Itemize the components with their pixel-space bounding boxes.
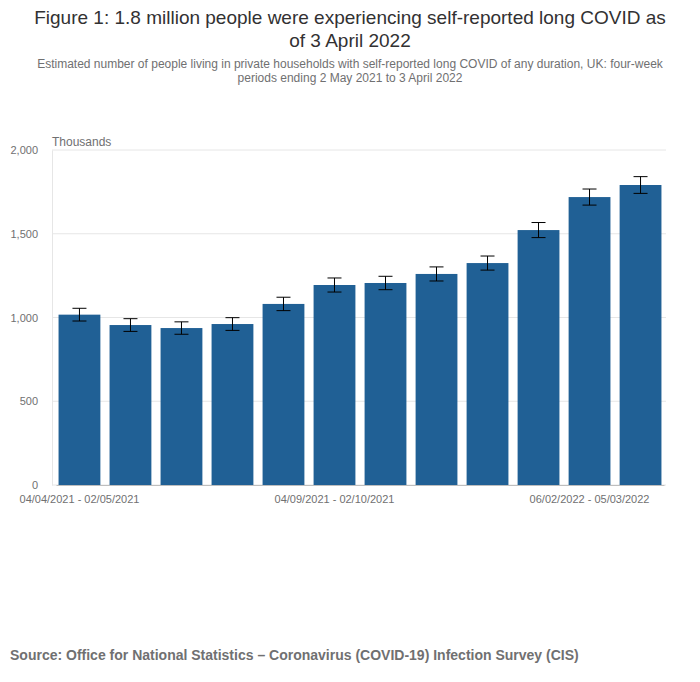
y-tick: 0 [32, 479, 52, 491]
bar [212, 324, 254, 485]
bar [467, 263, 509, 485]
y-tick: 1,500 [10, 228, 52, 240]
y-tick-label: 1,000 [10, 312, 38, 324]
text-line: periods ending 2 May 2021 to 3 April 202… [238, 71, 463, 85]
error-bar [225, 318, 239, 331]
bar [569, 197, 611, 485]
bar [314, 285, 356, 485]
error-bar [379, 276, 393, 289]
error-bar [327, 278, 341, 292]
x-axis-line [57, 485, 665, 486]
source: Source: Office for National Statistics –… [10, 647, 579, 663]
x-tick: 04/09/2021 - 02/10/2021 [275, 485, 395, 505]
error-bar [123, 319, 137, 332]
chart: Figure 1: 1.8 million people were experi… [0, 0, 700, 682]
error-bar [634, 177, 648, 194]
error-bar [174, 322, 188, 334]
x-tick-label: 04/09/2021 - 02/10/2021 [275, 493, 395, 505]
error-bar [276, 297, 290, 310]
text-line: Estimated number of people living in pri… [37, 57, 664, 71]
x-axis: 04/04/2021 - 02/05/2021 04/09/2021 - 02/1… [20, 485, 665, 505]
bar [416, 274, 458, 485]
bar [59, 315, 101, 485]
bar [161, 328, 203, 485]
text-line: of 3 April 2022 [289, 30, 410, 51]
y-tick-label: 1,500 [10, 228, 38, 240]
text-line: Figure 1: 1.8 million people were experi… [34, 7, 666, 28]
title: Figure 1: 1.8 million people were experi… [34, 7, 666, 51]
x-tick-label: 06/02/2022 - 05/03/2022 [530, 493, 650, 505]
error-bar [72, 308, 86, 321]
y-axis-line [52, 151, 53, 486]
y-tick-label: 500 [20, 395, 38, 407]
bars [59, 177, 662, 485]
y-axis-title: Thousands [52, 135, 111, 149]
bar [110, 325, 152, 485]
bar [365, 283, 407, 485]
error-bar [532, 223, 546, 238]
bar [620, 185, 662, 485]
error-bar [430, 267, 444, 281]
error-bar [481, 256, 495, 270]
grid-line [52, 150, 666, 151]
y-axis: 0 500 1,000 1,500 2,000 [10, 144, 52, 491]
y-tick-label: 0 [32, 479, 38, 491]
y-tick: 1,000 [10, 312, 52, 324]
grid [52, 150, 666, 485]
subtitle: Estimated number of people living in pri… [37, 57, 664, 85]
error-bar [583, 189, 597, 205]
y-tick: 500 [20, 395, 52, 407]
x-tick: 04/04/2021 - 02/05/2021 [20, 485, 140, 505]
bar [263, 304, 305, 485]
x-tick: 06/02/2022 - 05/03/2022 [530, 485, 650, 505]
y-tick-label: 2,000 [10, 144, 38, 156]
x-tick-label: 04/04/2021 - 02/05/2021 [20, 493, 140, 505]
bar [518, 230, 560, 485]
y-tick: 2,000 [10, 144, 52, 156]
